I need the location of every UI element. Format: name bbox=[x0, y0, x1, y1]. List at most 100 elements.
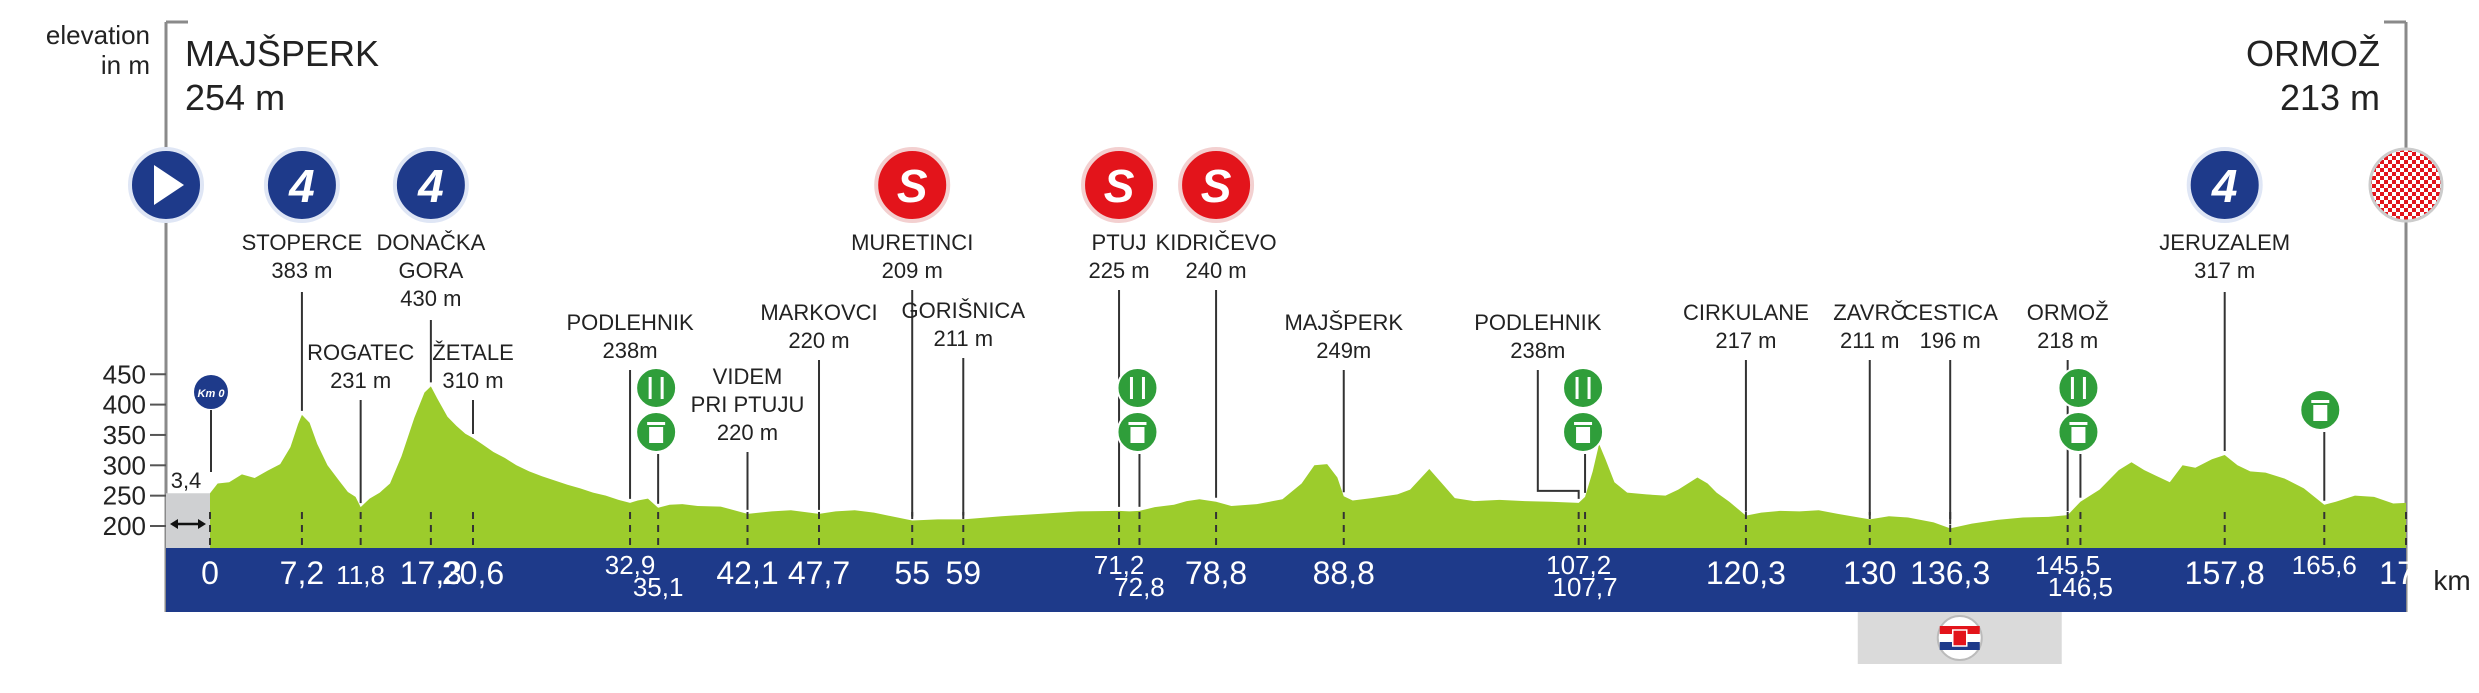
km-label: 146,5 bbox=[2048, 572, 2113, 602]
place-elevation: 211 m bbox=[934, 326, 994, 351]
km-label: 157,8 bbox=[2185, 555, 2265, 591]
place-name: MAJŠPERK bbox=[1284, 310, 1403, 335]
bin-body bbox=[1130, 427, 1145, 443]
feed-zone-icon bbox=[1562, 367, 1605, 409]
place-name: CESTICA bbox=[1903, 300, 1999, 325]
place-name: PODLEHNIK bbox=[1474, 310, 1601, 335]
place-elevation: 196 m bbox=[1920, 328, 1981, 353]
croatia-flag-shield bbox=[1952, 629, 1968, 647]
km-label: 120,3 bbox=[1706, 555, 1786, 591]
y-tick-label: 350 bbox=[103, 420, 146, 450]
sprint-letter: S bbox=[1104, 160, 1135, 212]
place-name: CIRKULANE bbox=[1683, 300, 1809, 325]
climb-name: STOPERCE bbox=[242, 230, 363, 255]
climb-elevation: 430 m bbox=[400, 286, 461, 311]
place-elevation: 310 m bbox=[442, 368, 503, 393]
place-elevation: 238m bbox=[603, 338, 658, 363]
neutral-zone-area bbox=[166, 493, 210, 548]
y-tick-label: 250 bbox=[103, 481, 146, 511]
km-label: 130 bbox=[1843, 555, 1896, 591]
finish-flag-icon bbox=[2368, 147, 2444, 223]
y-tick-label: 200 bbox=[103, 511, 146, 541]
km-label: 78,8 bbox=[1185, 555, 1247, 591]
profile-area-fill bbox=[210, 386, 2406, 548]
km-label: 107,2 bbox=[1546, 550, 1611, 580]
profile-area: 3,4 Km 0 bbox=[166, 375, 2406, 548]
sprint-letter: S bbox=[1201, 160, 1232, 212]
km0-badge-label: Km 0 bbox=[198, 388, 226, 400]
km-label: 20,6 bbox=[442, 555, 504, 591]
sprint-name: PTUJ bbox=[1092, 230, 1147, 255]
km-label: 47,7 bbox=[788, 555, 850, 591]
climb-cat-number: 4 bbox=[288, 160, 315, 212]
km-label: 42,1 bbox=[716, 555, 778, 591]
climb-cat-badge bbox=[263, 147, 340, 223]
bin-body bbox=[1576, 427, 1591, 443]
start-elevation: 254 m bbox=[185, 77, 285, 118]
x-axis-unit: km bbox=[2433, 565, 2470, 596]
bin-lid bbox=[2311, 400, 2330, 403]
climb-cat-number: 4 bbox=[417, 160, 444, 212]
feed-zone-icon bbox=[635, 367, 678, 409]
finish-name: ORMOŽ bbox=[2246, 33, 2380, 74]
km-label: 165,6 bbox=[2292, 550, 2357, 580]
y-axis-label: elevation in m bbox=[46, 20, 150, 80]
bin-lid bbox=[1128, 422, 1147, 425]
km-label: 172 bbox=[2379, 555, 2432, 591]
bin-lid bbox=[1574, 422, 1593, 425]
place-elevation: 238m bbox=[1510, 338, 1565, 363]
start-name: MAJŠPERK bbox=[185, 33, 379, 74]
km-band: 0 7,2 11,8 17,320,6 32,935,1 42,1 47,7 55 59 71,2… bbox=[166, 512, 2433, 664]
sprint-badge bbox=[1178, 147, 1255, 223]
y-axis-label-line: in m bbox=[101, 50, 150, 80]
climb-elevation: 383 m bbox=[271, 258, 332, 283]
sprint-elevation: 225 m bbox=[1088, 258, 1149, 283]
climb-cat-badge bbox=[2186, 147, 2263, 223]
km-label: 88,8 bbox=[1313, 555, 1375, 591]
place-name: ORMOŽ bbox=[2027, 300, 2109, 325]
neutral-arrow-left bbox=[170, 519, 178, 529]
bin-body bbox=[649, 427, 664, 443]
climb-cat-badge bbox=[392, 147, 469, 223]
km-label: 145,5 bbox=[2035, 550, 2100, 580]
climb-name: DONAČKA bbox=[376, 230, 485, 255]
place-elevation: 217 m bbox=[1715, 328, 1776, 353]
km-label: 59 bbox=[945, 555, 981, 591]
sprint-letter: S bbox=[897, 160, 928, 212]
place-elevation: 249m bbox=[1316, 338, 1371, 363]
km-label: 35,1 bbox=[633, 572, 684, 602]
feed-zones bbox=[635, 367, 2342, 507]
sprint-elevation: 209 m bbox=[882, 258, 943, 283]
place-name: MARKOVCI bbox=[760, 300, 877, 325]
bin-body bbox=[2313, 405, 2328, 421]
sprint-name: KIDRIČEVO bbox=[1156, 230, 1277, 255]
sprint-name: MURETINCI bbox=[851, 230, 973, 255]
y-axis-label-line: elevation bbox=[46, 20, 150, 50]
place-name: PRI PTUJU bbox=[691, 392, 805, 417]
feed-zone-icon bbox=[2057, 367, 2100, 409]
climb-name: GORA bbox=[398, 258, 463, 283]
climb-cat-number: 4 bbox=[2211, 160, 2238, 212]
marker-line bbox=[1536, 370, 1580, 499]
km-label: 0 bbox=[201, 555, 219, 591]
bin-lid bbox=[2069, 422, 2088, 425]
start-icon bbox=[128, 147, 204, 223]
neutral-arrow-right bbox=[198, 519, 206, 529]
km-label: 7,2 bbox=[280, 555, 324, 591]
km-label: 71,2 bbox=[1094, 550, 1145, 580]
bin-lid bbox=[647, 422, 666, 425]
y-tick-label: 400 bbox=[103, 390, 146, 420]
place-name: PODLEHNIK bbox=[566, 310, 693, 335]
bin-body bbox=[2071, 427, 2086, 443]
km-band-background bbox=[166, 548, 2406, 612]
feed-zone-icon bbox=[1116, 367, 1159, 409]
place-elevation: 220 m bbox=[788, 328, 849, 353]
place-elevation: 211 m bbox=[1840, 328, 1900, 353]
y-tick-label: 450 bbox=[103, 359, 146, 389]
y-tick-label: 300 bbox=[103, 450, 146, 480]
neutral-zone-km: 3,4 bbox=[171, 468, 202, 493]
km-label: 11,8 bbox=[336, 560, 385, 590]
km0-badge bbox=[194, 375, 228, 409]
km-label: 55 bbox=[894, 555, 930, 591]
place-name: ŽETALE bbox=[432, 340, 514, 365]
